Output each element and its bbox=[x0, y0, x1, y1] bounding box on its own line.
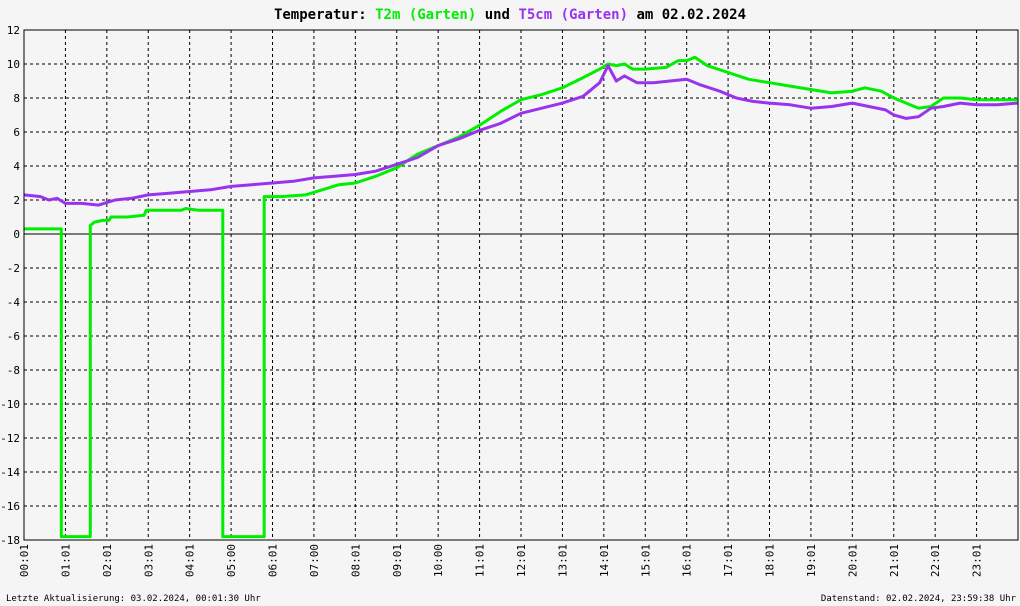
y-tick-label: -10 bbox=[0, 398, 20, 411]
x-tick-label: 22:01 bbox=[929, 544, 942, 577]
y-tick-label: -18 bbox=[0, 534, 20, 547]
x-tick-label: 12:01 bbox=[515, 544, 528, 577]
x-tick-label: 17:01 bbox=[722, 544, 735, 577]
x-tick-label: 11:01 bbox=[474, 544, 487, 577]
x-tick-label: 05:00 bbox=[225, 544, 238, 577]
x-tick-label: 13:01 bbox=[556, 544, 569, 577]
x-tick-label: 16:01 bbox=[681, 544, 694, 577]
footer-right: Datenstand: 02.02.2024, 23:59:38 Uhr bbox=[821, 594, 1017, 604]
plot-frame bbox=[23, 29, 1019, 541]
y-tick-label: -16 bbox=[0, 500, 20, 513]
series-lines bbox=[23, 55, 1019, 539]
x-tick-label: 14:01 bbox=[598, 544, 611, 577]
y-tick-label: 10 bbox=[7, 58, 20, 71]
y-tick-label: 6 bbox=[13, 126, 20, 139]
y-tick-label: -6 bbox=[7, 330, 20, 343]
y-tick-label: -14 bbox=[0, 466, 20, 479]
y-tick-label: 2 bbox=[13, 194, 20, 207]
title-series1: T2m (Garten) bbox=[375, 7, 476, 23]
y-tick-label: 8 bbox=[13, 92, 20, 105]
x-tick-label: 02:01 bbox=[101, 544, 114, 577]
x-tick-label: 03:01 bbox=[142, 544, 155, 577]
series-line-t5cm bbox=[23, 64, 1019, 207]
x-tick-label: 20:01 bbox=[846, 544, 859, 577]
y-tick-label: -2 bbox=[7, 262, 20, 275]
x-tick-label: 21:01 bbox=[888, 544, 901, 577]
x-tick-label: 00:01 bbox=[18, 544, 31, 577]
y-tick-label: 12 bbox=[7, 24, 20, 37]
x-tick-label: 19:01 bbox=[805, 544, 818, 577]
footer-left: Letzte Aktualisierung: 03.02.2024, 00:01… bbox=[6, 594, 261, 604]
x-tick-label: 06:01 bbox=[267, 544, 280, 577]
x-tick-label: 07:00 bbox=[308, 544, 321, 577]
grid bbox=[24, 30, 1018, 540]
title-suffix: am 02.02.2024 bbox=[636, 7, 746, 23]
x-tick-label: 09:01 bbox=[391, 544, 404, 577]
y-tick-label: -8 bbox=[7, 364, 20, 377]
y-tick-label: 0 bbox=[13, 228, 20, 241]
series-line-t2m bbox=[24, 55, 1018, 539]
chart-title: Temperatur: T2m (Garten) und T5cm (Garte… bbox=[274, 7, 746, 23]
title-joiner: und bbox=[485, 7, 510, 23]
x-tick-label: 01:01 bbox=[59, 544, 72, 577]
x-tick-label: 04:01 bbox=[184, 544, 197, 577]
y-axis-labels: 12 10 8 6 4 2 0 -2 -4 -6 -8 -10 -12 -14 -16 -18 bbox=[0, 24, 20, 547]
x-tick-label: 18:01 bbox=[764, 544, 777, 577]
y-tick-label: -12 bbox=[0, 432, 20, 445]
x-tick-label: 15:01 bbox=[639, 544, 652, 577]
title-series2: T5cm (Garten) bbox=[518, 7, 628, 23]
y-tick-label: 4 bbox=[13, 160, 20, 173]
x-tick-label: 08:01 bbox=[349, 544, 362, 577]
title-prefix: Temperatur: bbox=[274, 7, 367, 23]
y-tick-label: -4 bbox=[7, 296, 21, 309]
x-tick-label: 10:00 bbox=[432, 544, 445, 577]
x-tick-label: 23:01 bbox=[971, 544, 984, 577]
x-axis-labels: 00:01 01:01 02:01 03:01 04:01 05:00 06:01 07:00… bbox=[18, 544, 984, 577]
